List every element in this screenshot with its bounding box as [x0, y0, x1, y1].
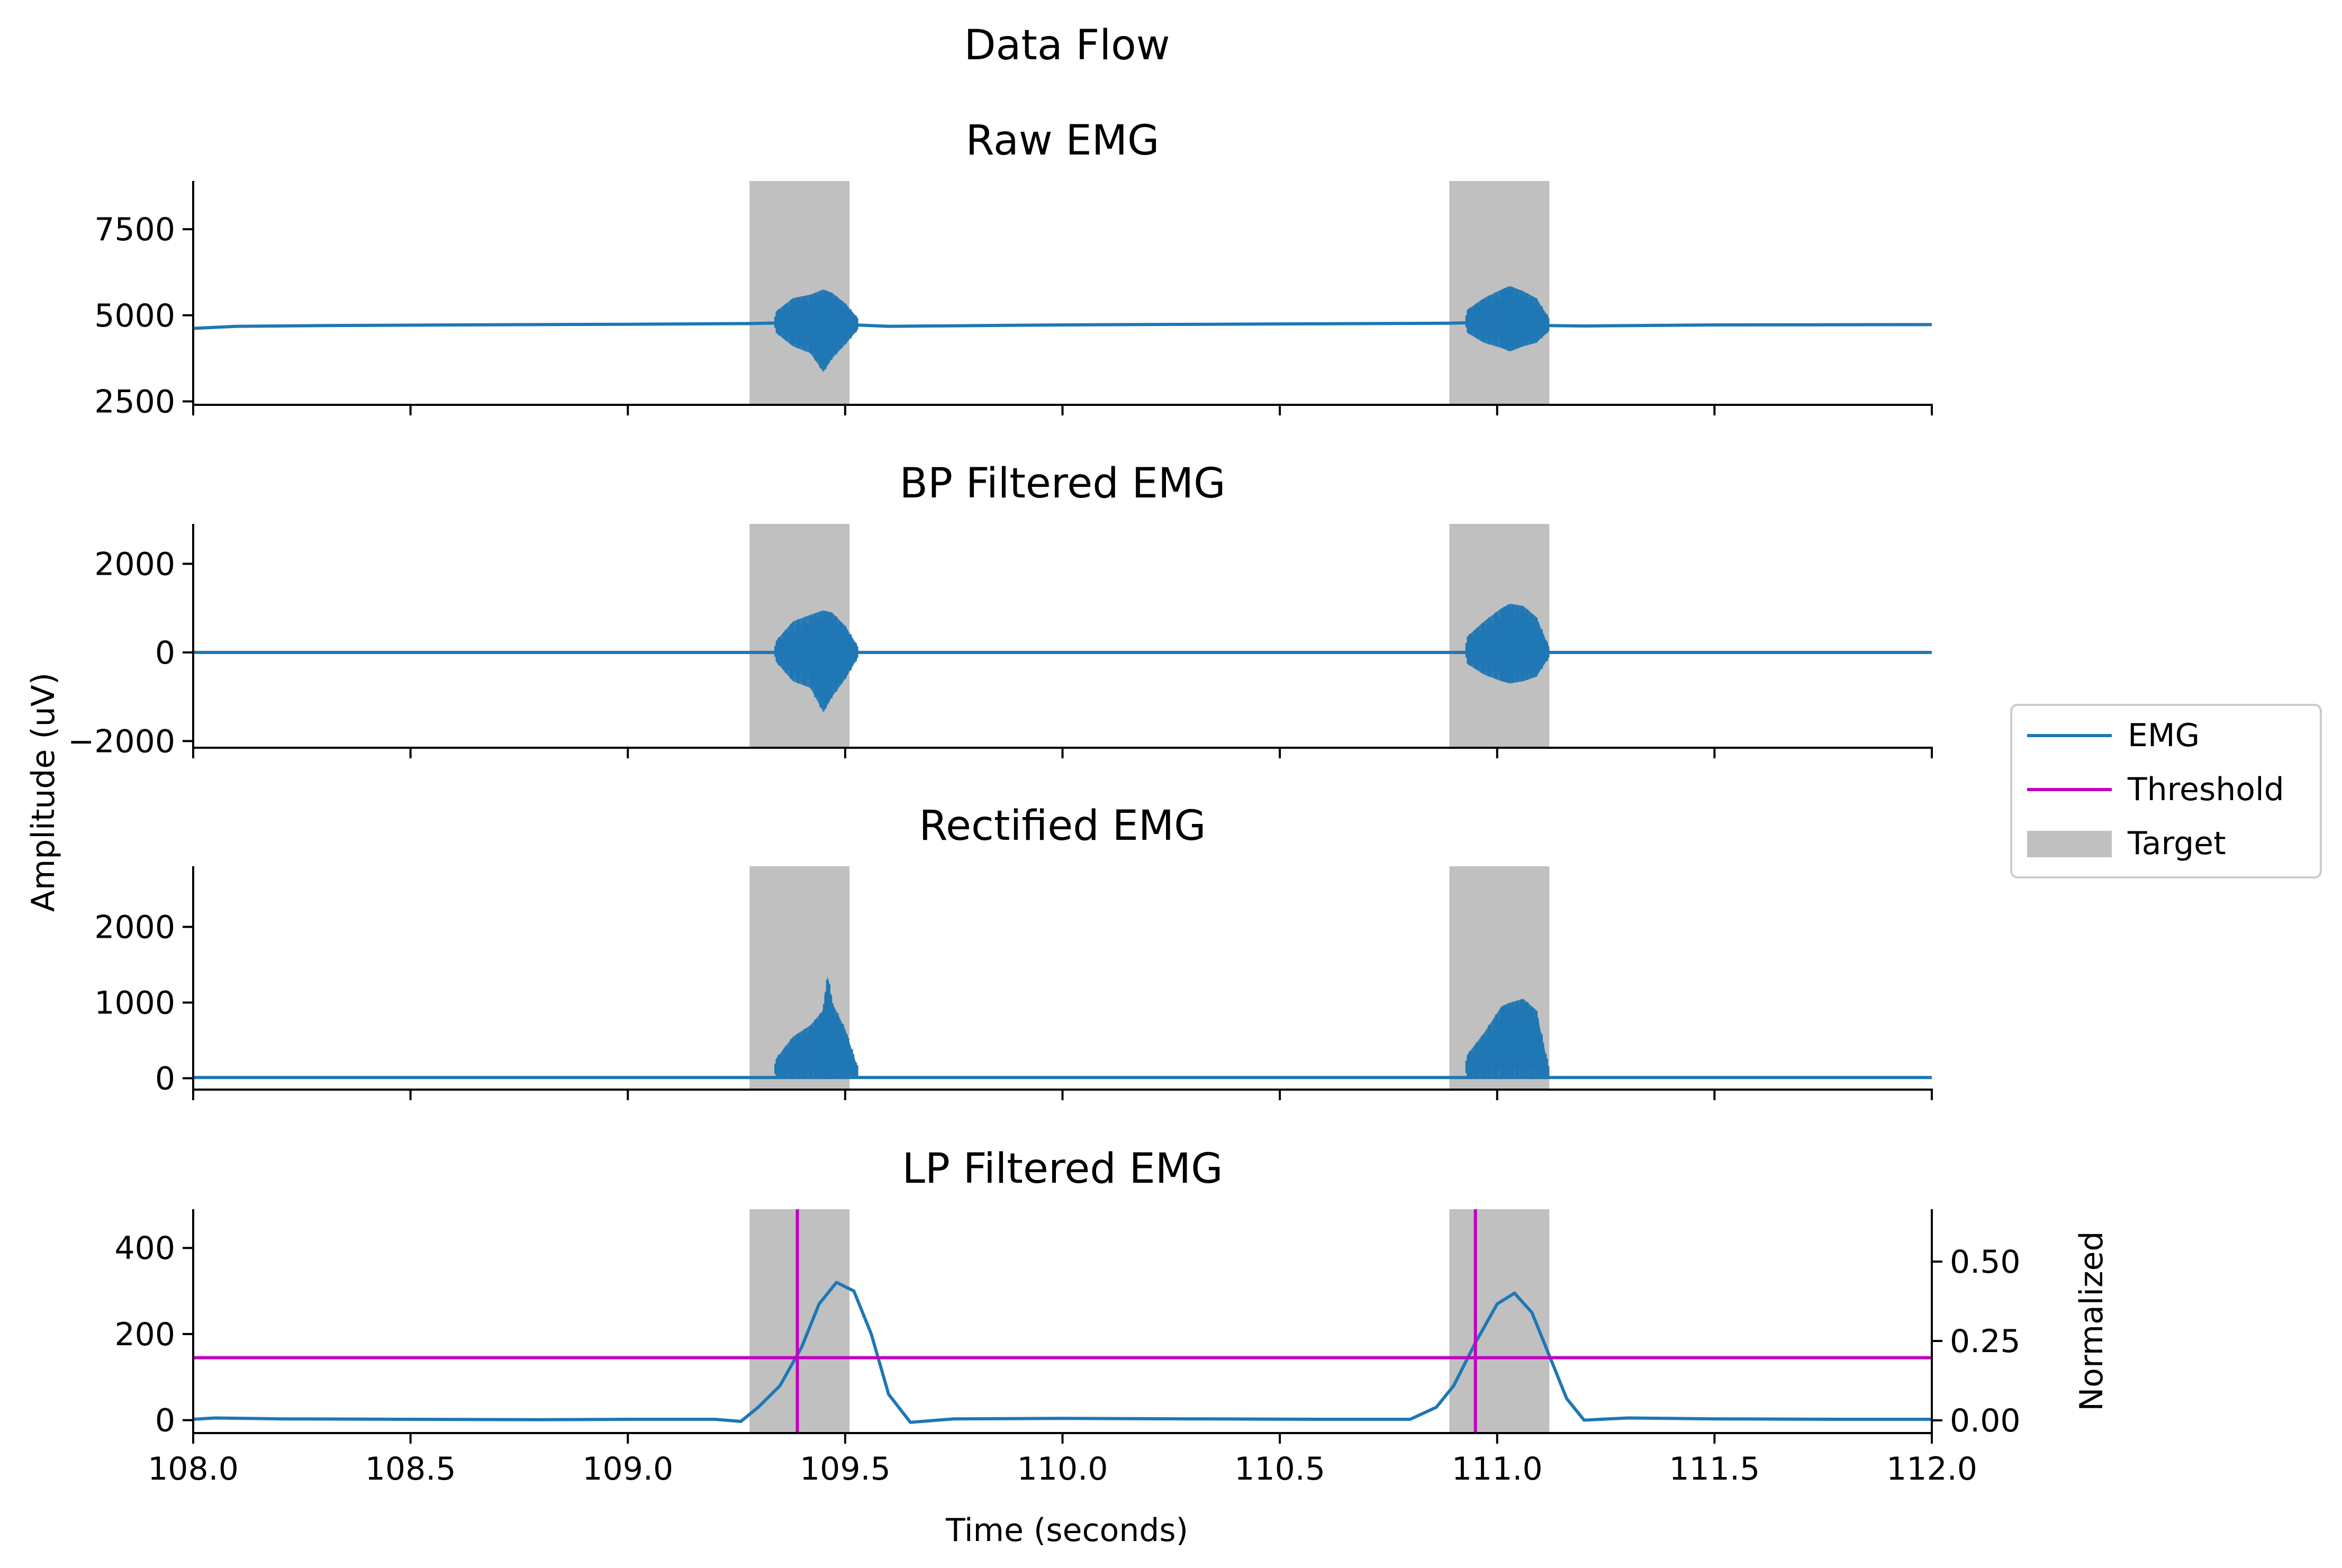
- figure-suptitle: Data Flow: [964, 22, 1170, 69]
- panel-title-rect: Rectified EMG: [919, 802, 1206, 850]
- panel-title-bp: BP Filtered EMG: [899, 460, 1225, 507]
- y-tick-label: 200: [114, 1316, 175, 1353]
- x-tick-label: 111.0: [1452, 1451, 1543, 1488]
- y-tick-label: 7500: [94, 211, 175, 248]
- x-tick-label: 109.5: [800, 1451, 891, 1488]
- y-tick-label: 2500: [94, 383, 175, 420]
- legend-label-target: Target: [2127, 825, 2226, 862]
- panel-raw: 2500 5000 7500 Raw EMG: [94, 117, 1933, 420]
- y-tick-label: 400: [114, 1230, 175, 1267]
- legend-label-threshold: Threshold: [2127, 771, 2284, 808]
- y-tick-label: −2000: [68, 723, 175, 760]
- emg-line-raw: [193, 320, 1932, 330]
- y-tick-label: 0: [155, 1402, 175, 1439]
- y-tick-label: 5000: [94, 297, 175, 334]
- panel-title-raw: Raw EMG: [966, 117, 1160, 165]
- y-tick-label: 2000: [94, 546, 175, 583]
- panel-title-lp: LP Filtered EMG: [902, 1145, 1223, 1193]
- y-tick-label: 0: [155, 635, 175, 672]
- panel-lp: 0 200 400 108.0 108.5 109.0 109.5 110.0 110.5 111…: [114, 1145, 2110, 1488]
- x-axis-label: Time (seconds): [945, 1512, 1188, 1549]
- x-tick-label: 110.0: [1017, 1451, 1108, 1488]
- y-tick-label: 2000: [94, 909, 175, 946]
- legend-swatch-target: [2027, 831, 2112, 857]
- secondary-y-tick-label: 0.25: [1950, 1323, 2021, 1360]
- target-window-1: [749, 1209, 850, 1433]
- legend: EMG Threshold Target: [2010, 704, 2322, 878]
- x-tick-label: 108.5: [365, 1451, 456, 1488]
- x-tick-label: 111.5: [1669, 1451, 1760, 1488]
- x-tick-label: 110.5: [1234, 1451, 1325, 1488]
- secondary-y-tick-label: 0.00: [1950, 1402, 2021, 1439]
- legend-label-emg: EMG: [2128, 717, 2200, 754]
- emg-line-lp: [193, 1281, 1932, 1424]
- y-tick-label: 0: [155, 1061, 175, 1098]
- x-tick-label: 109.0: [582, 1451, 673, 1488]
- x-tick-label: 112.0: [1886, 1451, 1977, 1488]
- target-window-2: [1449, 1209, 1550, 1433]
- y-tick-label: 1000: [94, 984, 175, 1021]
- x-tick-label: 108.0: [148, 1451, 239, 1488]
- panel-bp: −2000 0 2000 BP Filtered EMG: [68, 460, 1933, 760]
- target-window-1: [749, 181, 850, 405]
- panel-rect: 0 1000 2000 Rectified EMG: [94, 802, 1933, 1100]
- secondary-y-tick-label: 0.50: [1950, 1244, 2021, 1281]
- secondary-y-axis-label: Normalized: [2073, 1231, 2110, 1411]
- y-axis-label: Amplitude (uV): [25, 673, 62, 912]
